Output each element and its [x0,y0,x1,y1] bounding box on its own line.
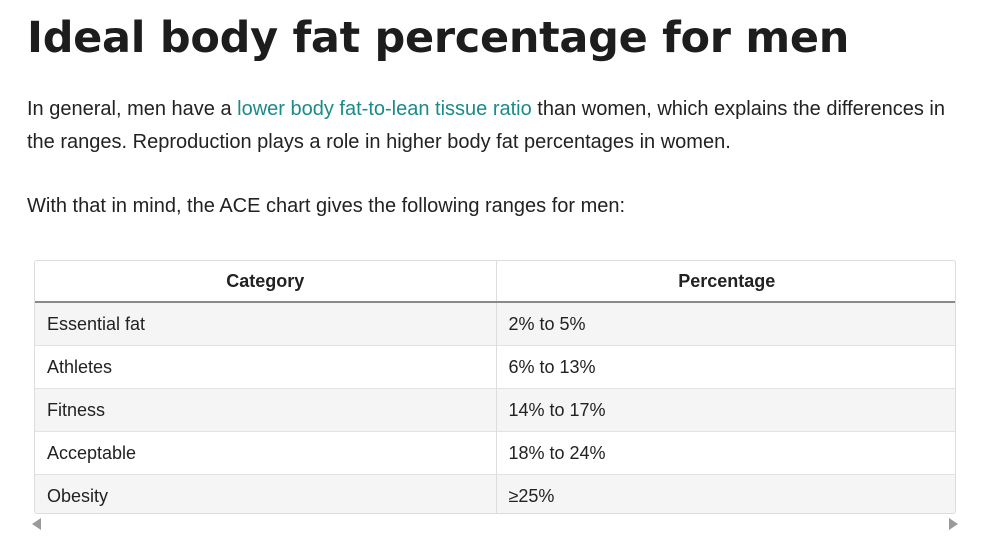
percentage-cell: 2% to 5% [495,302,955,346]
category-cell: Obesity [35,474,496,513]
category-cell: Essential fat [35,302,496,346]
page-title: Ideal body fat percentage for men [27,13,850,63]
percentage-cell: 6% to 13% [495,345,955,389]
body-fat-table: Category Percentage Essential fat 2% to … [35,261,955,513]
table-header-row: Category Percentage [35,261,955,303]
body-fat-table-container[interactable]: Category Percentage Essential fat 2% to … [34,260,956,514]
table-row: Essential fat 2% to 5% [35,302,955,346]
caret-right-icon[interactable] [949,518,958,530]
table-row: Acceptable 18% to 24% [35,431,955,475]
intro-text-start: In general, men have a [27,98,238,120]
body-fat-ratio-link[interactable]: lower body fat-to-lean tissue ratio [237,98,532,120]
percentage-cell: ≥25% [495,474,955,513]
category-cell: Acceptable [35,431,496,475]
intro-text-end: than women, which explains the differenc… [27,98,945,153]
ace-chart-paragraph: With that in mind, the ACE chart gives t… [27,195,626,217]
horizontal-scrollbar[interactable] [30,516,960,532]
caret-left-icon[interactable] [32,518,41,530]
table-row: Athletes 6% to 13% [35,345,955,389]
column-header-category: Category [35,261,496,303]
intro-paragraph: In general, men have a lower body fat-to… [27,93,972,159]
percentage-cell: 18% to 24% [495,431,955,475]
table-row: Fitness 14% to 17% [35,388,955,432]
category-cell: Fitness [35,388,496,432]
percentage-cell: 14% to 17% [495,388,955,432]
column-header-percentage: Percentage [495,261,955,303]
table-row: Obesity ≥25% [35,474,955,513]
category-cell: Athletes [35,345,496,389]
